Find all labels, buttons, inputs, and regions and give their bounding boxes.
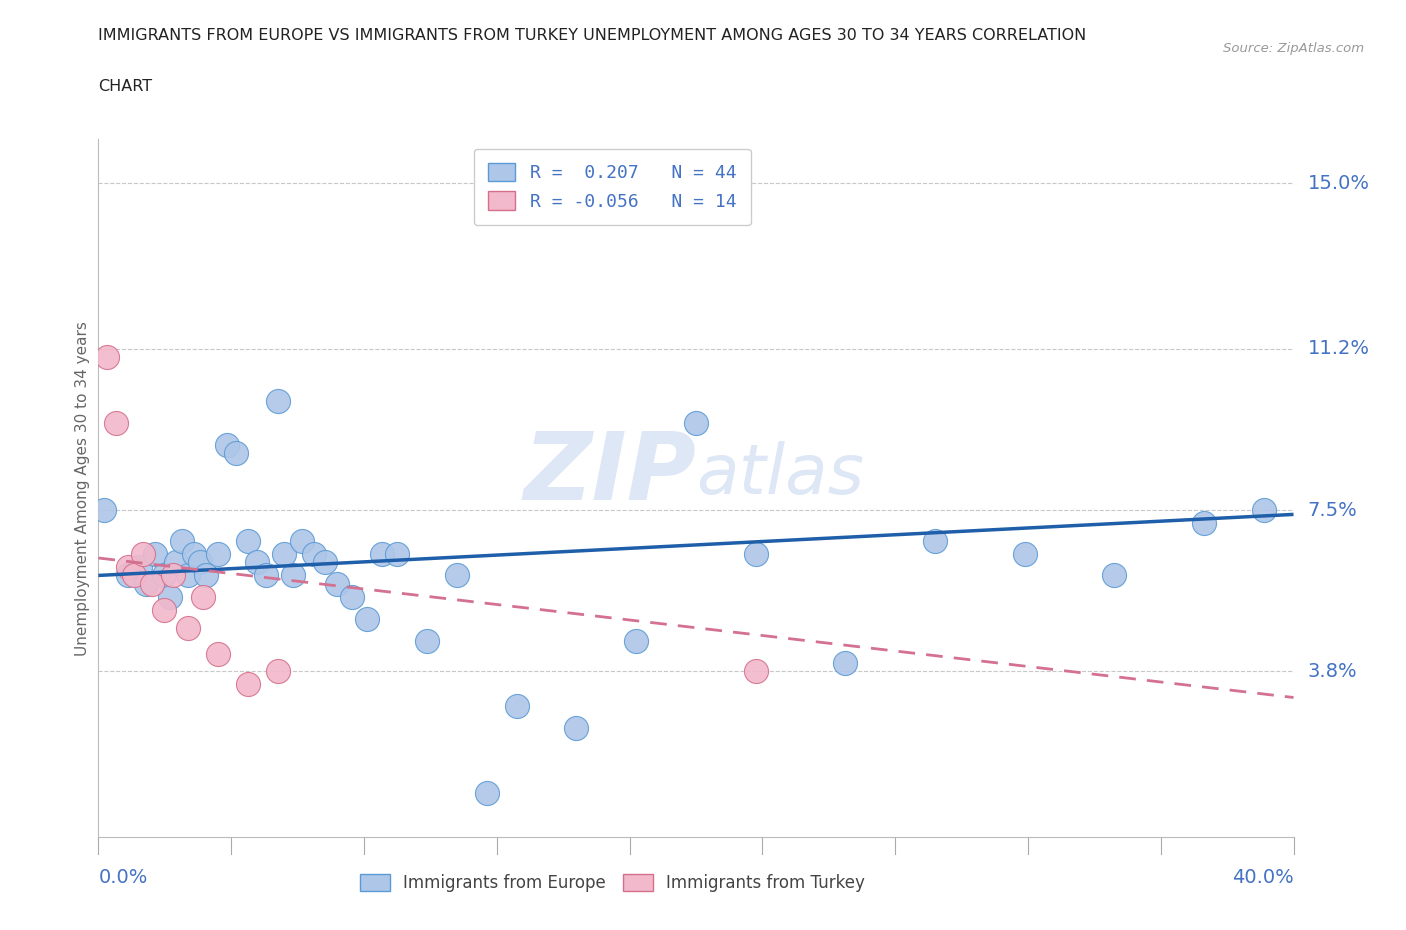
Text: ZIP: ZIP bbox=[523, 429, 696, 520]
Point bbox=[105, 416, 128, 431]
Point bbox=[371, 546, 394, 561]
Point bbox=[745, 546, 768, 561]
Text: atlas: atlas bbox=[696, 441, 863, 508]
Point bbox=[162, 568, 184, 583]
Point bbox=[177, 620, 200, 635]
Point bbox=[565, 721, 588, 736]
Point bbox=[254, 568, 277, 583]
Text: CHART: CHART bbox=[98, 79, 152, 94]
Point bbox=[246, 555, 269, 570]
Legend: Immigrants from Europe, Immigrants from Turkey: Immigrants from Europe, Immigrants from … bbox=[353, 867, 872, 898]
Point bbox=[225, 446, 247, 461]
Point bbox=[143, 546, 166, 561]
Point bbox=[191, 590, 214, 604]
Point bbox=[685, 416, 707, 431]
Point bbox=[124, 568, 146, 583]
Point bbox=[141, 577, 163, 591]
Text: 11.2%: 11.2% bbox=[1308, 339, 1369, 358]
Point bbox=[96, 350, 118, 365]
Point bbox=[207, 546, 229, 561]
Point bbox=[177, 568, 200, 583]
Point bbox=[194, 568, 218, 583]
Point bbox=[446, 568, 468, 583]
Point bbox=[326, 577, 349, 591]
Point bbox=[159, 590, 181, 604]
Text: Source: ZipAtlas.com: Source: ZipAtlas.com bbox=[1223, 42, 1364, 55]
Point bbox=[236, 533, 259, 548]
Point bbox=[207, 646, 229, 661]
Point bbox=[165, 555, 187, 570]
Point bbox=[172, 533, 194, 548]
Point bbox=[416, 633, 439, 648]
Point bbox=[188, 555, 211, 570]
Text: 3.8%: 3.8% bbox=[1308, 662, 1357, 681]
Point bbox=[745, 664, 768, 679]
Y-axis label: Unemployment Among Ages 30 to 34 years: Unemployment Among Ages 30 to 34 years bbox=[75, 321, 90, 656]
Point bbox=[624, 633, 647, 648]
Point bbox=[924, 533, 946, 548]
Point bbox=[342, 590, 364, 604]
Point bbox=[1104, 568, 1126, 583]
Point bbox=[273, 546, 295, 561]
Point bbox=[236, 677, 259, 692]
Point bbox=[1192, 515, 1215, 530]
Text: 7.5%: 7.5% bbox=[1308, 500, 1357, 520]
Point bbox=[183, 546, 205, 561]
Point bbox=[315, 555, 337, 570]
Text: 40.0%: 40.0% bbox=[1232, 868, 1294, 886]
Text: 15.0%: 15.0% bbox=[1308, 174, 1369, 193]
Point bbox=[302, 546, 325, 561]
Point bbox=[281, 568, 304, 583]
Point bbox=[475, 786, 498, 801]
Point bbox=[153, 603, 176, 618]
Text: 0.0%: 0.0% bbox=[98, 868, 148, 886]
Point bbox=[290, 533, 312, 548]
Point bbox=[506, 698, 529, 713]
Point bbox=[129, 559, 152, 574]
Point bbox=[132, 546, 155, 561]
Point bbox=[356, 612, 378, 627]
Point bbox=[135, 577, 157, 591]
Point bbox=[834, 655, 856, 670]
Point bbox=[1253, 502, 1275, 517]
Point bbox=[267, 393, 290, 408]
Point bbox=[267, 664, 290, 679]
Point bbox=[215, 437, 238, 452]
Point bbox=[1014, 546, 1036, 561]
Point bbox=[153, 568, 176, 583]
Point bbox=[117, 559, 139, 574]
Point bbox=[385, 546, 409, 561]
Text: IMMIGRANTS FROM EUROPE VS IMMIGRANTS FROM TURKEY UNEMPLOYMENT AMONG AGES 30 TO 3: IMMIGRANTS FROM EUROPE VS IMMIGRANTS FRO… bbox=[98, 28, 1087, 43]
Point bbox=[117, 568, 139, 583]
Point bbox=[93, 502, 115, 517]
